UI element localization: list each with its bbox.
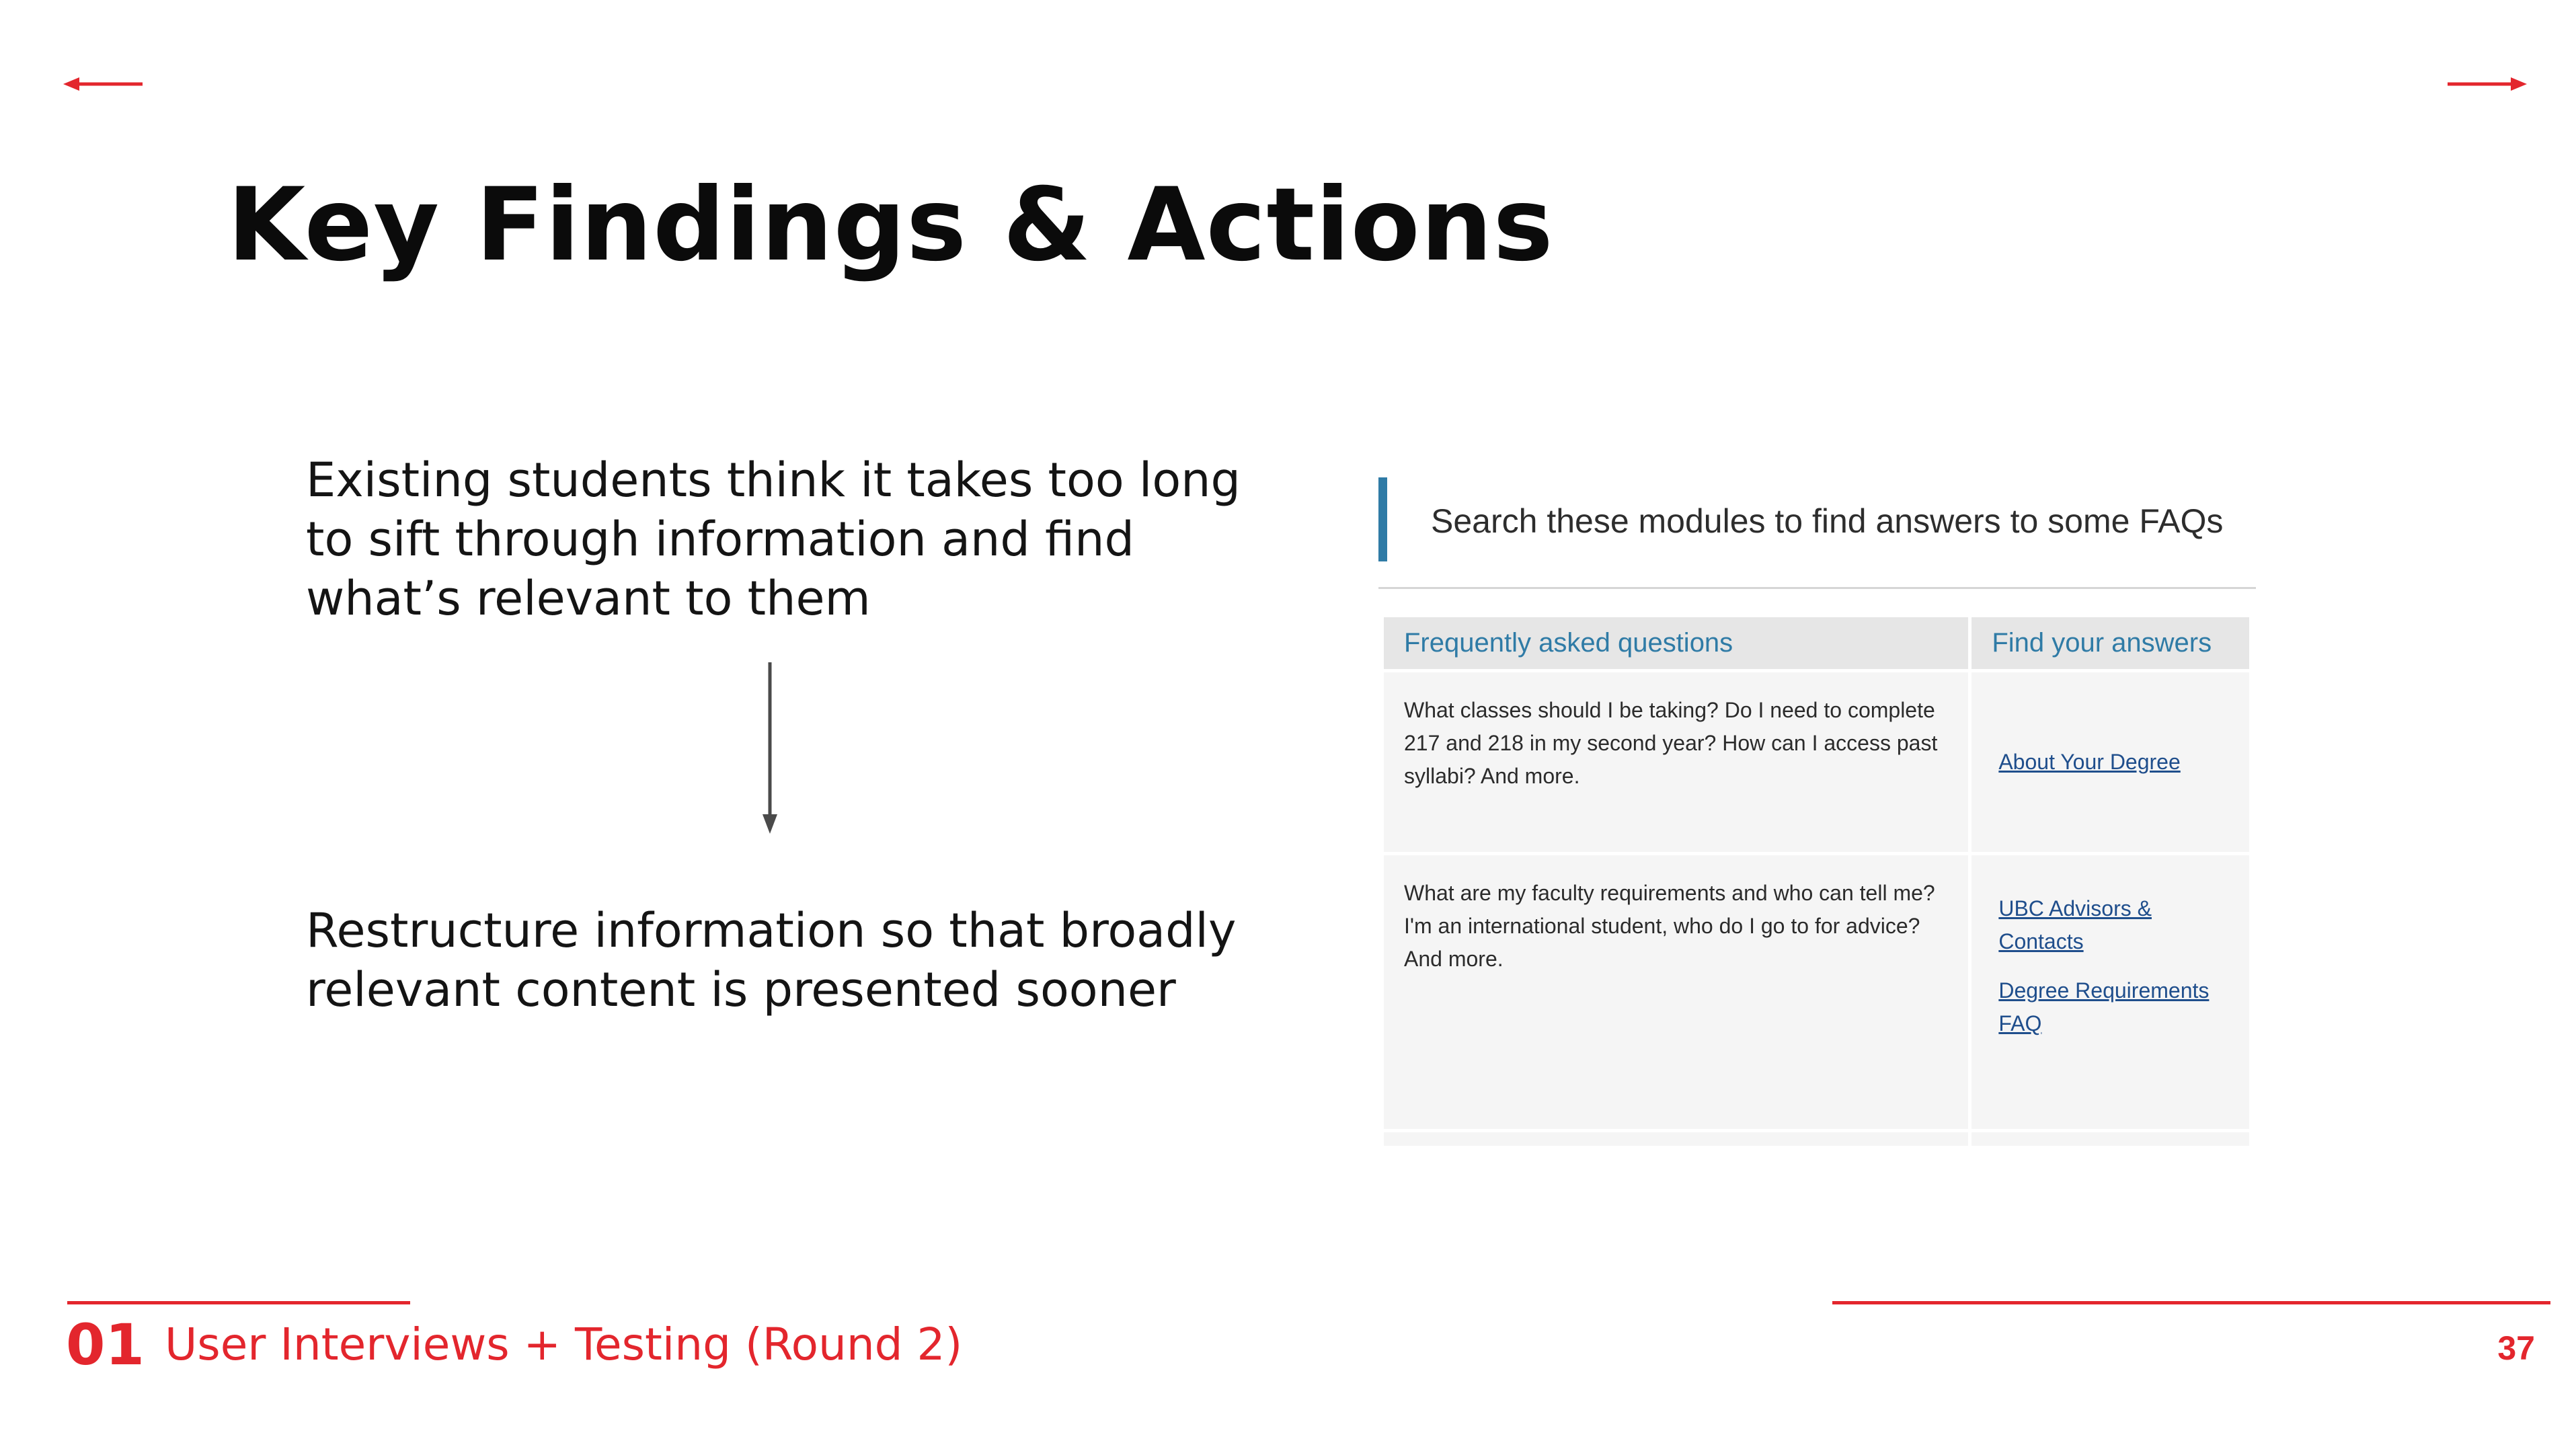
arrow-down-icon bbox=[763, 662, 777, 834]
section-number: 01 bbox=[66, 1312, 145, 1378]
arrow-left-icon[interactable] bbox=[63, 74, 144, 94]
arrow-right-icon[interactable] bbox=[2446, 74, 2527, 94]
faq-cell-empty bbox=[1384, 1132, 1969, 1146]
faq-cell-empty bbox=[1972, 1132, 2249, 1146]
footer-divider-right bbox=[1832, 1301, 2550, 1304]
table-row: What classes should I be taking? Do I ne… bbox=[1384, 672, 2249, 852]
faq-screenshot: Search these modules to find answers to … bbox=[1378, 474, 2256, 1146]
ubc-advisors-contacts-link[interactable]: UBC Advisors & Contacts bbox=[1998, 896, 2152, 953]
faq-answer-cell: About Your Degree bbox=[1972, 672, 2249, 852]
footer-divider-left bbox=[67, 1301, 410, 1304]
faq-table-header-row: Frequently asked questions Find your ans… bbox=[1384, 617, 2249, 669]
section-title: User Interviews + Testing (Round 2) bbox=[165, 1319, 963, 1370]
faq-heading-block: Search these modules to find answers to … bbox=[1378, 474, 2256, 589]
faq-answer-cell: UBC Advisors & Contacts Degree Requireme… bbox=[1972, 855, 2249, 1129]
action-text: Restructure information so that broadly … bbox=[306, 903, 1237, 1017]
faq-accent-bar bbox=[1378, 477, 1387, 561]
faq-question: What classes should I be taking? Do I ne… bbox=[1384, 672, 1969, 852]
table-row-partial bbox=[1384, 1132, 2249, 1146]
key-finding-text: Existing students think it takes too lon… bbox=[306, 453, 1241, 626]
page-title: Key Findings & Actions bbox=[227, 167, 1554, 284]
faq-table: Frequently asked questions Find your ans… bbox=[1380, 614, 2253, 1149]
about-your-degree-link[interactable]: About Your Degree bbox=[1998, 750, 2181, 774]
faq-question: What are my faculty requirements and who… bbox=[1384, 855, 1969, 1129]
table-row: What are my faculty requirements and who… bbox=[1384, 855, 2249, 1129]
page-number: 37 bbox=[2497, 1329, 2535, 1367]
faq-heading: Search these modules to find answers to … bbox=[1431, 502, 2224, 540]
degree-requirements-faq-link[interactable]: Degree Requirements FAQ bbox=[1998, 978, 2210, 1035]
faq-column-questions: Frequently asked questions bbox=[1384, 617, 1969, 669]
faq-column-answers: Find your answers bbox=[1972, 617, 2249, 669]
